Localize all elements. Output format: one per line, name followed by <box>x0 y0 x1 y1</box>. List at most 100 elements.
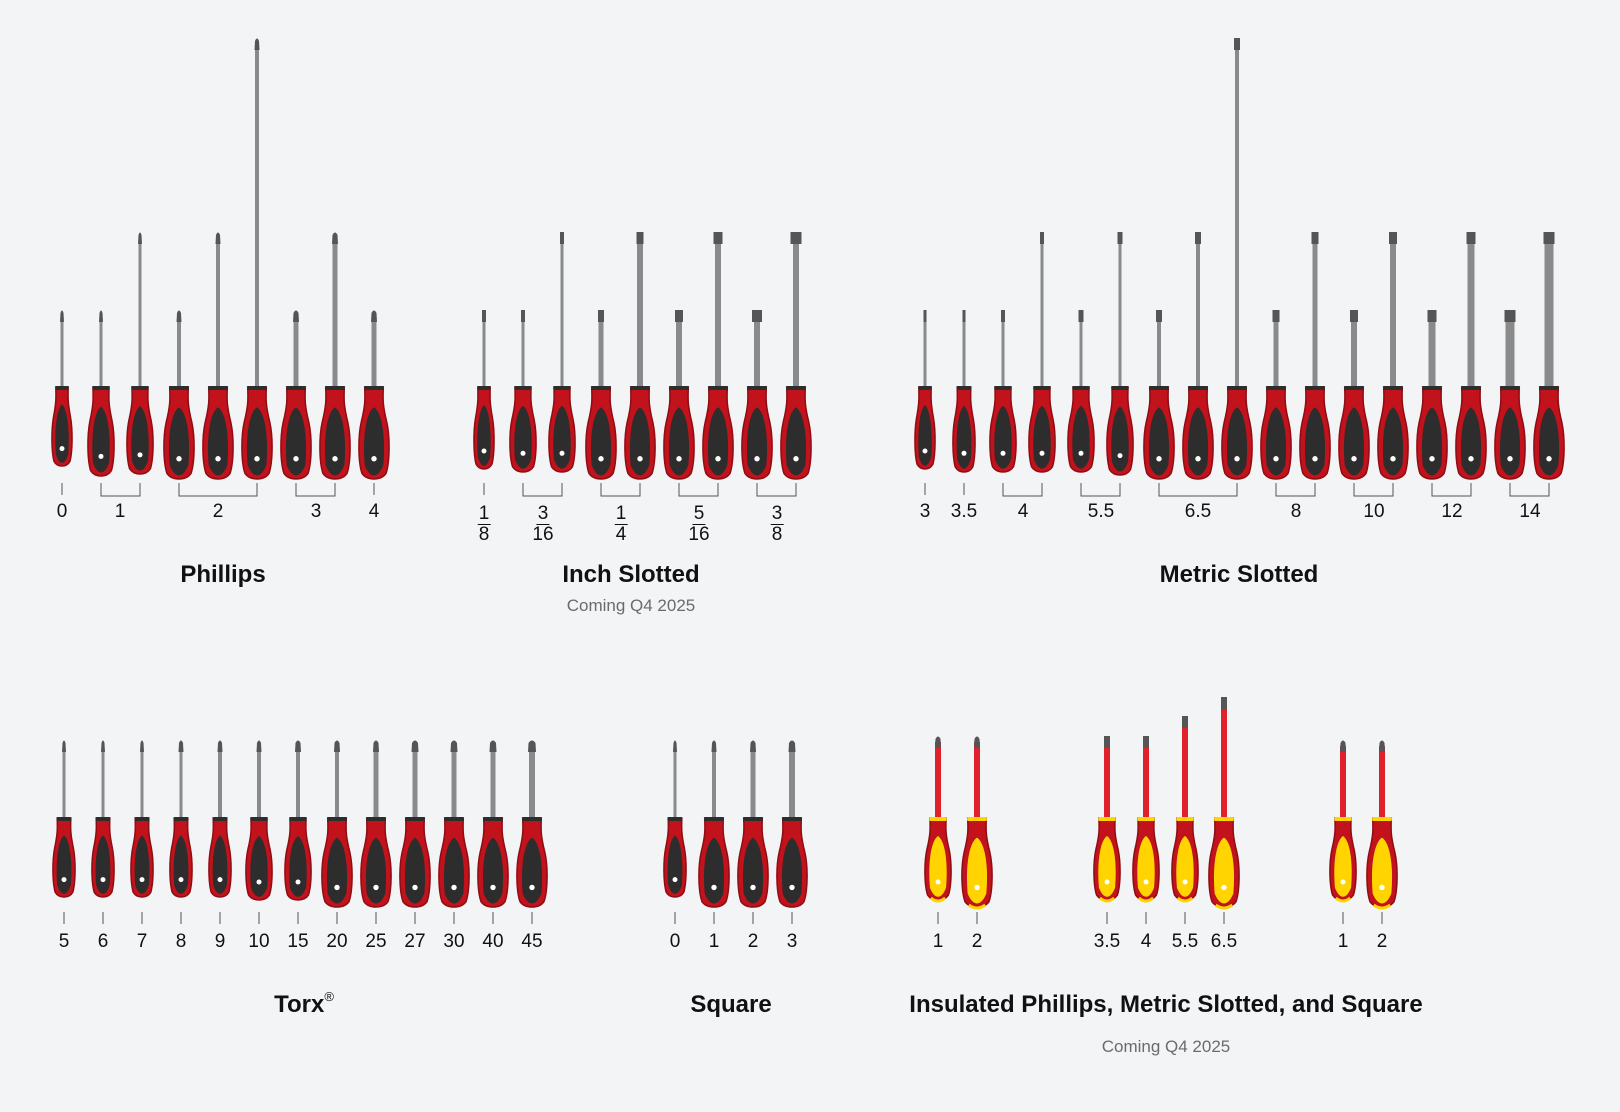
fraction-denominator: 8 <box>771 524 783 545</box>
square-size-label: 1 <box>708 931 720 952</box>
size-bracket <box>678 483 719 497</box>
insulated-subtitle: Coming Q4 2025 <box>1101 1037 1231 1056</box>
size-bracket <box>522 483 563 497</box>
metric-slotted-size-label: 3.5 <box>950 501 978 522</box>
torx-screwdriver <box>52 740 76 898</box>
fraction-denominator: 16 <box>532 524 554 545</box>
inch-slotted-screwdriver <box>509 310 537 473</box>
metric-slotted-screwdriver <box>1338 310 1370 480</box>
insulated-size-label: 6.5 <box>1210 931 1238 952</box>
metric-slotted-size-label: 8 <box>1290 501 1302 522</box>
size-bracket <box>1353 483 1394 497</box>
metric-slotted-size-label: 4 <box>1017 501 1029 522</box>
torx-size-label: 20 <box>326 931 348 952</box>
square-size-label: 0 <box>669 931 681 952</box>
metric-slotted-screwdriver <box>1455 232 1487 480</box>
phillips-screwdriver <box>358 310 390 480</box>
metric-slotted-screwdriver <box>1182 232 1214 480</box>
fraction-size-label: 3 16 <box>532 503 553 545</box>
fraction-numerator: 1 <box>477 503 491 525</box>
insulated-screwdriver <box>924 736 952 903</box>
inch-slotted-screwdriver <box>741 310 773 480</box>
insulated-size-label: 2 <box>971 931 983 952</box>
insulated-size-label: 4 <box>1140 931 1152 952</box>
size-bracket <box>295 483 336 497</box>
torx-size-label: 15 <box>287 931 309 952</box>
metric-slotted-screwdriver <box>1028 232 1056 473</box>
metric-slotted-screwdriver <box>914 310 936 470</box>
insulated-size-label: 2 <box>1376 931 1388 952</box>
metric-slotted-screwdriver <box>1299 232 1331 480</box>
phillips-screwdriver <box>163 310 195 480</box>
torx-size-label: 10 <box>248 931 270 952</box>
square-title: Square <box>690 991 772 1018</box>
torx-screwdriver <box>169 740 193 898</box>
torx-screwdriver <box>245 740 273 901</box>
size-bracket <box>600 483 641 497</box>
phillips-size-label: 4 <box>368 501 380 522</box>
torx-screwdriver <box>321 740 353 908</box>
insulated-screwdriver <box>1171 716 1199 903</box>
phillips-screwdriver <box>241 38 273 480</box>
size-bracket <box>1509 483 1550 497</box>
torx-screwdriver <box>284 740 312 901</box>
phillips-size-label: 1 <box>114 501 126 522</box>
insulated-screwdriver <box>1132 736 1160 903</box>
fraction-numerator: 5 <box>692 503 706 525</box>
size-bracket <box>1002 483 1043 497</box>
torx-size-label: 6 <box>97 931 109 952</box>
inch-slotted-screwdriver <box>585 310 617 480</box>
inch-slotted-subtitle: Coming Q4 2025 <box>566 596 696 615</box>
insulated-screwdriver <box>1093 736 1121 903</box>
insulated-screwdriver <box>1366 740 1398 910</box>
torx-size-label: 9 <box>214 931 226 952</box>
square-screwdriver <box>776 740 808 908</box>
insulated-screwdriver <box>1208 697 1240 910</box>
fraction-numerator: 1 <box>614 503 628 525</box>
torx-size-label: 30 <box>443 931 465 952</box>
size-bracket <box>1080 483 1121 497</box>
phillips-title: Phillips <box>180 561 266 588</box>
size-bracket <box>178 483 258 497</box>
size-bracket <box>1275 483 1316 497</box>
torx-screwdriver <box>516 740 548 908</box>
phillips-screwdriver <box>202 232 234 480</box>
phillips-screwdriver <box>51 310 73 467</box>
metric-slotted-screwdriver <box>1143 310 1175 480</box>
fraction-denominator: 16 <box>688 524 710 545</box>
torx-size-label: 8 <box>175 931 187 952</box>
metric-slotted-screwdriver <box>1494 310 1526 480</box>
phillips-screwdriver <box>126 232 154 475</box>
insulated-screwdriver <box>1329 740 1357 903</box>
fraction-size-label: 5 16 <box>688 503 709 545</box>
insulated-size-label: 1 <box>932 931 944 952</box>
inch-slotted-screwdriver <box>473 310 495 470</box>
metric-slotted-size-label: 5.5 <box>1087 501 1115 522</box>
torx-title-text: Torx <box>274 991 325 1018</box>
torx-size-label: 40 <box>482 931 504 952</box>
metric-slotted-screwdriver <box>1377 232 1409 480</box>
phillips-screwdriver <box>280 310 312 480</box>
insulated-screwdriver <box>961 736 993 910</box>
metric-slotted-size-label: 3 <box>919 501 931 522</box>
metric-slotted-screwdriver <box>1067 310 1095 473</box>
torx-screwdriver <box>360 740 392 908</box>
torx-screwdriver <box>208 740 232 898</box>
size-bracket <box>756 483 797 497</box>
square-screwdriver <box>698 740 730 908</box>
metric-slotted-screwdriver <box>989 310 1017 473</box>
metric-slotted-size-label: 10 <box>1363 501 1385 522</box>
size-bracket <box>1158 483 1238 497</box>
insulated-size-label: 5.5 <box>1171 931 1199 952</box>
square-screwdriver <box>737 740 769 908</box>
phillips-screwdriver <box>87 310 115 477</box>
insulated-size-label: 3.5 <box>1093 931 1121 952</box>
torx-screwdriver <box>438 740 470 908</box>
metric-slotted-size-label: 14 <box>1519 501 1541 522</box>
inch-slotted-screwdriver <box>702 232 734 480</box>
